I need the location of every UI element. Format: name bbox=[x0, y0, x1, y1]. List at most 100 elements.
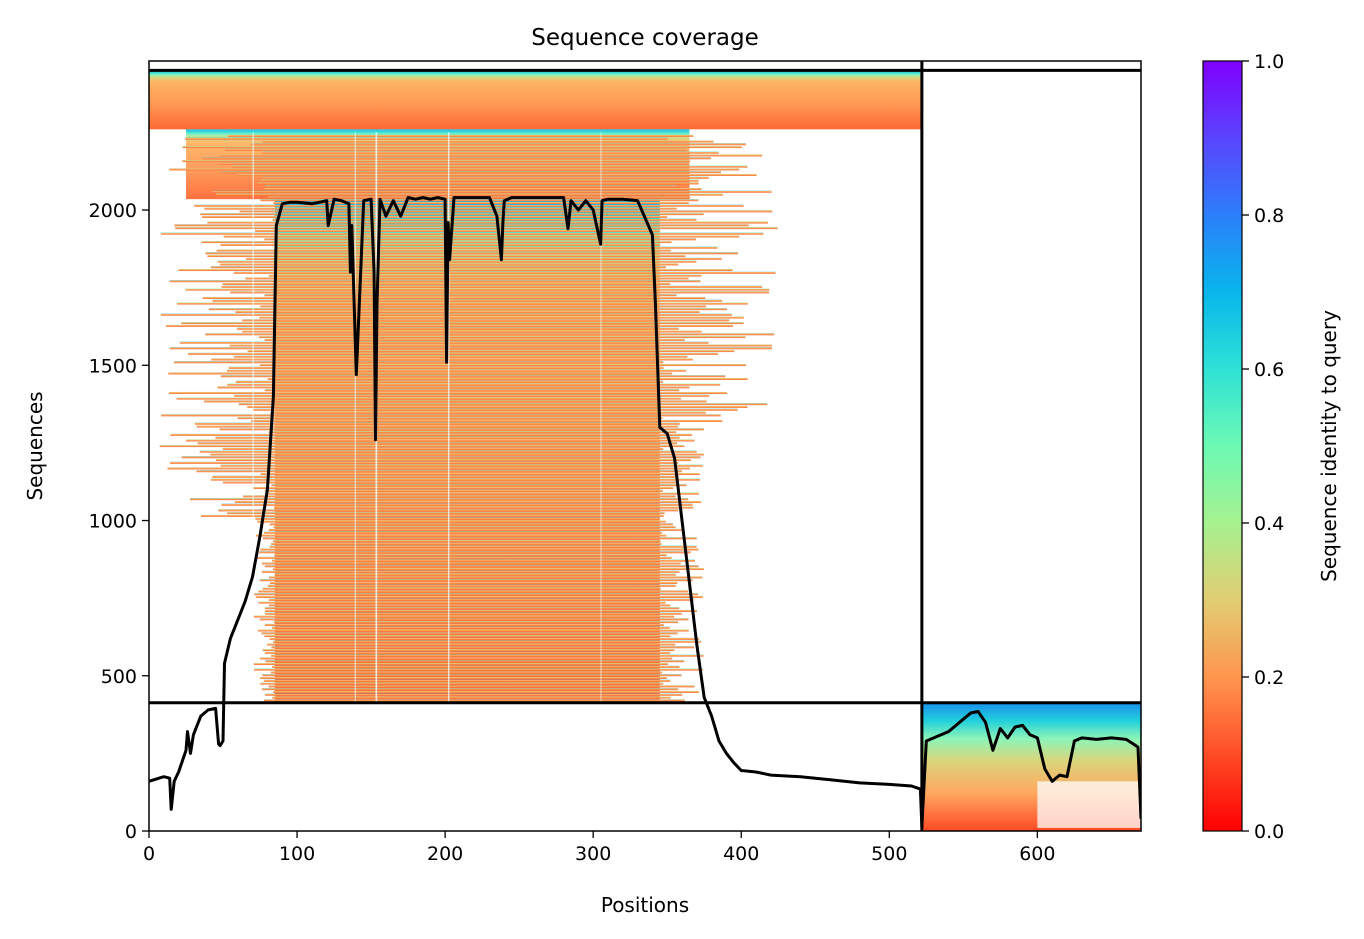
y-tick-label: 1000 bbox=[89, 511, 137, 533]
chart-title: Sequence coverage bbox=[531, 25, 759, 51]
heatmap-row-edge bbox=[271, 654, 704, 657]
heatmap-row-edge bbox=[272, 559, 696, 562]
x-tick-label: 100 bbox=[279, 843, 315, 865]
heatmap-row-edge bbox=[169, 347, 773, 350]
heatmap-row-edge bbox=[268, 274, 702, 277]
heatmap-row-edge bbox=[273, 506, 694, 509]
heatmap-row-edge bbox=[254, 593, 699, 596]
heatmap-row-edge bbox=[219, 162, 690, 165]
heatmap-row-edge bbox=[259, 316, 744, 319]
heatmap-row-edge bbox=[270, 581, 678, 584]
heatmap-row-edge bbox=[188, 352, 719, 355]
heatmap-row-edge bbox=[201, 157, 711, 160]
colorbar-ticks: 0.0 0.2 0.4 0.6 0.8 1.0 bbox=[1242, 51, 1284, 843]
heatmap-gap bbox=[448, 132, 450, 703]
segment-dividers bbox=[149, 61, 1141, 831]
heatmap-row-edge bbox=[234, 394, 710, 397]
heatmap-row-edge bbox=[268, 576, 703, 579]
heatmap-row-edge bbox=[225, 148, 687, 151]
heatmap-gap bbox=[354, 132, 356, 703]
heatmap-row-edge bbox=[208, 308, 727, 311]
heatmap-row-edge bbox=[273, 690, 699, 693]
y-tick-label: 1500 bbox=[89, 355, 137, 377]
heatmap-row-edge bbox=[201, 215, 668, 218]
heatmap-row-edge bbox=[220, 375, 726, 378]
heatmap-row-edge bbox=[262, 151, 719, 154]
heatmap-row-edge bbox=[238, 403, 768, 406]
heatmap-row-edge bbox=[174, 361, 664, 364]
heatmap-row-edge bbox=[265, 489, 663, 492]
colorbar-tick-label: 0.8 bbox=[1254, 205, 1284, 227]
heatmap-row-edge bbox=[268, 528, 682, 531]
heatmap-row-edge bbox=[178, 269, 733, 272]
heatmap-row-edge bbox=[182, 146, 742, 149]
colorbar: 0.0 0.2 0.4 0.6 0.8 1.0 Sequence identity to … bbox=[1202, 51, 1341, 843]
heatmap-row-edge bbox=[253, 408, 738, 411]
heatmap-row-edge bbox=[274, 573, 676, 576]
heatmap-row-edge bbox=[245, 277, 689, 280]
heatmap-row-edge bbox=[220, 171, 721, 174]
heatmap-row-edge bbox=[170, 433, 692, 436]
heatmap-row-edge bbox=[267, 378, 748, 381]
heatmap-row-edge bbox=[273, 201, 689, 204]
heatmap-row-edge bbox=[233, 355, 688, 358]
heatmap-row-edge bbox=[271, 542, 662, 545]
heatmap-row-edge bbox=[253, 663, 669, 666]
heatmap-row-edge bbox=[169, 280, 701, 283]
heatmap-segment2-gap bbox=[1037, 781, 1141, 828]
coverage-line-segment1 bbox=[149, 196, 924, 828]
heatmap-row-edge bbox=[246, 257, 722, 260]
heatmap-row-edge bbox=[259, 579, 693, 582]
coverage-line-segment2 bbox=[920, 710, 1141, 827]
heatmap-row-edge bbox=[261, 632, 678, 635]
heatmap-row-edge bbox=[169, 461, 679, 464]
y-tick-label: 2000 bbox=[89, 200, 137, 222]
heatmap-row-edge bbox=[212, 475, 679, 478]
heatmap-row-edge bbox=[228, 366, 664, 369]
heatmap-row-edge bbox=[217, 260, 697, 263]
heatmap-row-edge bbox=[223, 235, 740, 238]
heatmap-row-edge bbox=[210, 478, 701, 481]
heatmap-row-edge bbox=[269, 545, 697, 548]
heatmap-row-edge bbox=[260, 548, 699, 551]
heatmap-row-edge bbox=[247, 350, 735, 353]
coverage-heatmap bbox=[149, 70, 1141, 831]
heatmap-gap bbox=[600, 132, 602, 703]
heatmap-row-edge bbox=[258, 590, 689, 593]
heatmap-row-edge bbox=[220, 243, 661, 246]
heatmap-row-edge bbox=[216, 193, 723, 196]
heatmap-row-edge bbox=[258, 336, 746, 339]
heatmap-row-edge bbox=[207, 221, 769, 224]
heatmap-row-edge bbox=[263, 699, 685, 702]
heatmap-row-edge bbox=[259, 364, 747, 367]
heatmap-row-edge bbox=[272, 696, 671, 699]
heatmap-row-edge bbox=[201, 241, 672, 244]
heatmap-row-edge bbox=[189, 498, 689, 501]
heatmap-row-edge bbox=[262, 140, 714, 143]
heatmap-row-edge bbox=[263, 531, 663, 534]
heatmap-row-edge bbox=[270, 411, 706, 414]
colorbar-tick-label: 0.4 bbox=[1254, 513, 1284, 535]
heatmap-row-edge bbox=[262, 649, 675, 652]
heatmap-row-edge bbox=[159, 445, 685, 448]
heatmap-row-edge bbox=[221, 503, 693, 506]
heatmap-row-edge bbox=[265, 609, 698, 612]
heatmap-row-edge bbox=[264, 607, 680, 610]
heatmap-row-edge bbox=[167, 467, 690, 470]
heatmap-row-edge bbox=[260, 305, 707, 308]
heatmap-row-edge bbox=[202, 296, 706, 299]
heatmap-row-edge bbox=[196, 470, 682, 473]
heatmap-row-edge bbox=[271, 626, 670, 629]
heatmap-row-edge bbox=[215, 459, 692, 462]
heatmap-row-edge bbox=[194, 422, 680, 425]
heatmap-row-edge bbox=[264, 565, 699, 568]
colorbar-tick-label: 0.6 bbox=[1254, 359, 1284, 381]
heatmap-row-edge bbox=[227, 383, 721, 386]
heatmap-row-edge bbox=[262, 537, 697, 540]
x-tick-label: 0 bbox=[143, 843, 155, 865]
heatmap-row-edge bbox=[226, 369, 687, 372]
heatmap-row-edge bbox=[261, 179, 699, 182]
heatmap-row-edge bbox=[212, 299, 723, 302]
x-tick-label: 500 bbox=[871, 843, 907, 865]
